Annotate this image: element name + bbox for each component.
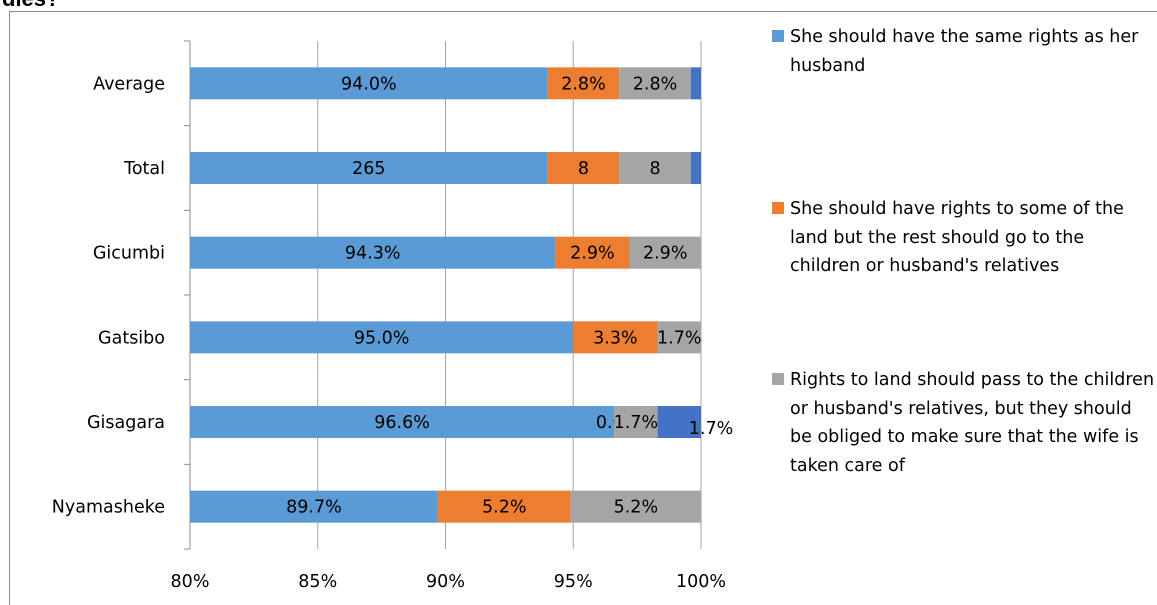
data-label-series-3: 1.7% [689, 419, 733, 439]
bar-segment-series-2 [619, 67, 691, 100]
bar-segment-series-3 [657, 406, 701, 438]
category-label: Nyamasheke [52, 498, 165, 518]
x-tick-label: 100% [676, 572, 726, 592]
data-label-series-1: 2.8% [561, 74, 605, 94]
data-label-series-2: 5.2% [614, 498, 658, 518]
category-label: Gatsibo [98, 328, 165, 348]
stacked-bar-chart: 80% 85% 90% 95% 100% Average 94.0% 2.8% 2.8% Tota… [52, 40, 733, 592]
data-label-series-1: 3.3% [593, 328, 637, 348]
bar-segment-series-0 [190, 236, 556, 269]
data-label-series-2: 1.7% [614, 413, 658, 433]
data-label-series-1: 2.9% [570, 244, 614, 264]
bar-segment-series-0 [190, 321, 574, 354]
data-label-series-0: 265 [352, 159, 385, 179]
bar-segment-series-2 [614, 406, 658, 438]
bar-segment-series-3 [690, 152, 701, 184]
chart-title-fragment: dies? [2, 0, 59, 12]
data-label-series-0: 96.6% [374, 413, 430, 433]
x-tick-label: 90% [426, 572, 465, 592]
legend-swatch-some-of-land [772, 202, 784, 214]
data-label-series-2: 2.9% [643, 244, 687, 264]
bar-segment-series-0 [190, 67, 548, 100]
bar-segment-series-1 [573, 321, 658, 354]
bar-segment-series-1 [547, 152, 620, 184]
bar-segment-series-1 [547, 67, 620, 100]
data-label-series-2: 2.8% [633, 74, 677, 94]
legend-label-some-of-land: She should have rights to some of the la… [790, 199, 1124, 276]
bar-segment-series-2 [657, 321, 701, 354]
bar-segment-series-0 [190, 490, 438, 523]
bar-segment-series-2 [619, 152, 691, 184]
data-label-series-1: 5.2% [482, 498, 526, 518]
x-tick-label: 95% [554, 572, 593, 592]
bar-segment-series-0 [190, 152, 548, 184]
data-label-series-1: 8 [578, 159, 589, 179]
bar-segment-series-0 [190, 406, 615, 438]
legend-label-pass-to-relatives: Rights to land should pass to the childr… [790, 370, 1155, 476]
bar-segment-series-2 [570, 490, 701, 523]
data-label-series-0: 94.0% [341, 74, 397, 94]
bar-segment-series-2 [629, 236, 701, 269]
bar-segment-series-1 [555, 236, 630, 269]
chart-frame-left-border [9, 11, 10, 605]
chart-frame-top-border [9, 11, 1157, 12]
bar-segment-series-1 [437, 490, 571, 523]
category-label: Gisagara [87, 413, 165, 433]
data-label-series-2: 8 [649, 159, 660, 179]
data-label-series-2: 1.7% [657, 328, 701, 348]
category-label: Gicumbi [93, 244, 165, 264]
data-label-series-0: 89.7% [286, 498, 342, 518]
data-label-series-0: 94.3% [345, 244, 401, 264]
bar-segment-series-3 [690, 67, 701, 100]
x-tick-label: 80% [171, 572, 210, 592]
category-label: Total [123, 159, 165, 179]
legend-label-same-rights: She should have the same rights as her h… [790, 27, 1139, 76]
data-label-series-0: 95.0% [354, 328, 410, 348]
category-label: Average [93, 74, 165, 94]
legend-swatch-pass-to-relatives [772, 373, 784, 385]
legend-swatch-same-rights [772, 30, 784, 42]
x-tick-label: 85% [298, 572, 337, 592]
